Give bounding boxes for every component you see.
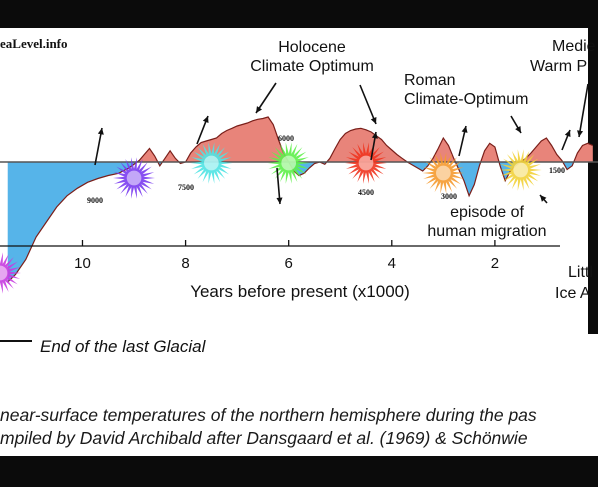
marker-star-7-core — [0, 265, 8, 281]
annotation-roman: Roman — [404, 72, 456, 89]
x-tick-label: 8 — [181, 255, 189, 272]
annotation-migration: human migration — [427, 223, 546, 240]
annotation-arrow-head — [515, 126, 521, 133]
annotation-roman: Climate-Optimum — [404, 91, 528, 108]
marker-star-6-core — [513, 162, 529, 178]
marker-year-label: 6000 — [278, 134, 294, 143]
marker-arrow-head — [371, 132, 378, 139]
bottom-border — [0, 456, 598, 487]
caption-line-2: mpiled by David Archibald after Dansgaar… — [0, 428, 528, 448]
marker-year-label: 4500 — [358, 188, 374, 197]
marker-arrow-head — [97, 128, 104, 135]
annotation-arrow-head — [577, 130, 584, 137]
watermark: eaLevel.info — [0, 36, 68, 51]
marker-arrow-head — [461, 126, 468, 133]
x-tick-label: 4 — [388, 255, 396, 272]
marker-arrow-head — [276, 197, 283, 204]
top-border — [0, 0, 598, 28]
caption-line-1: near-surface temperatures of the norther… — [0, 405, 537, 425]
marker-star-3-core — [281, 155, 297, 171]
marker-star-1-core — [126, 170, 142, 186]
marker-star-7 — [0, 252, 21, 294]
annotation-arrow-head — [256, 106, 263, 113]
legend-label: End of the last Glacial — [40, 337, 207, 356]
x-tick-label: 10 — [74, 255, 91, 272]
right-border — [588, 26, 598, 334]
annotation-medieval: Warm P — [530, 58, 587, 75]
marker-year-label: 9000 — [87, 196, 103, 205]
x-axis-title: Years before present (x1000) — [190, 282, 410, 301]
cold-area — [7, 162, 593, 282]
annotation-holocene: Climate Optimum — [250, 58, 374, 75]
marker-star-4-core — [358, 155, 374, 171]
annotation-little-ice-age: Littl — [568, 264, 593, 281]
marker-star-5-core — [435, 165, 451, 181]
marker-arrow-head — [202, 116, 209, 123]
marker-year-label: 1500 — [549, 166, 565, 175]
annotation-arrow-head — [540, 195, 547, 202]
x-tick-label: 2 — [491, 255, 499, 272]
annotation-little-ice-age: Ice A — [555, 285, 591, 302]
annotation-migration: episode of — [450, 204, 524, 221]
warm-area — [7, 117, 593, 162]
annotation-arrow — [359, 84, 377, 125]
annotation-arrow-head — [370, 117, 377, 124]
marker-arrow-head — [564, 130, 571, 137]
marker-year-label: 7500 — [178, 183, 194, 192]
x-tick-label: 6 — [285, 255, 293, 272]
annotation-medieval: Medie — [552, 38, 596, 55]
annotation-holocene: Holocene — [278, 39, 346, 56]
marker-year-label: 3000 — [441, 192, 457, 201]
annotation-arrow — [578, 83, 589, 138]
marker-star-2-core — [204, 155, 219, 171]
